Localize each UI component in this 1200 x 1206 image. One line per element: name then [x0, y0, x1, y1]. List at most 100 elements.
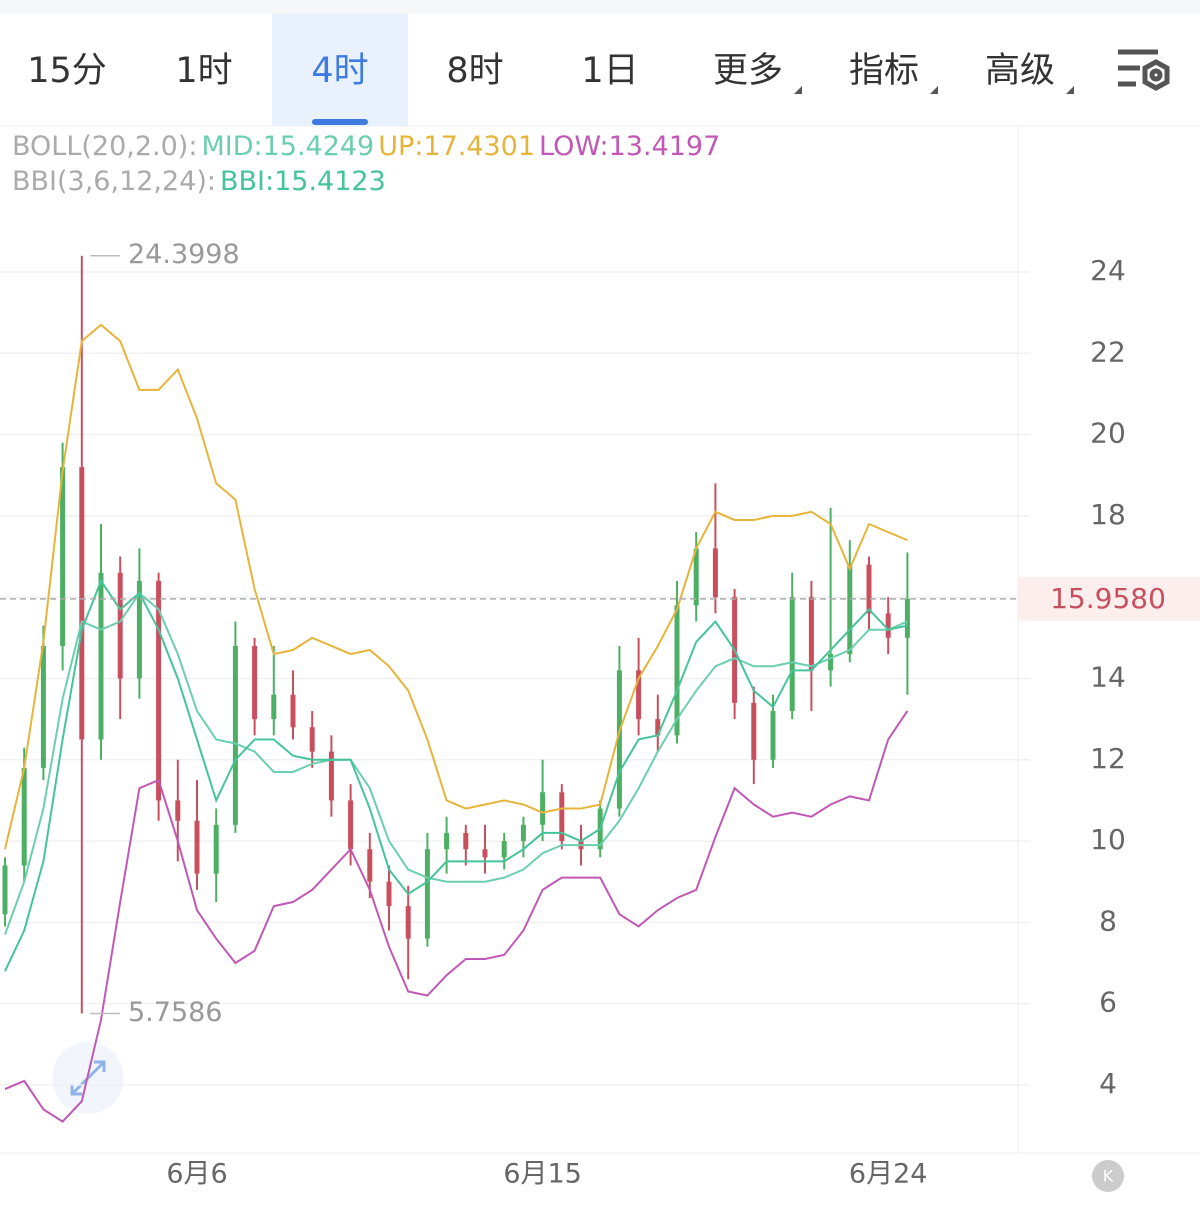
candle-body: [885, 613, 891, 638]
tab-label: 更多: [713, 51, 783, 91]
candle-body: [194, 820, 200, 874]
candle-body: [290, 694, 296, 728]
candle-body: [79, 467, 85, 740]
candle-body: [751, 702, 757, 760]
candle-body: [175, 800, 181, 821]
legend-item: UP:17.4301: [378, 131, 535, 162]
legend-item: LOW:13.4197: [539, 131, 720, 162]
indicator-line: [4, 323, 908, 850]
x-tick-label: 6月6: [166, 1159, 227, 1190]
x-tick-label: 6月24: [849, 1159, 928, 1190]
tab-label: 15分: [27, 51, 107, 91]
candle-body: [21, 767, 27, 866]
candle-body: [559, 792, 565, 842]
candle-body: [501, 841, 507, 858]
tab[interactable]: 指标: [849, 51, 938, 94]
candle-body: [60, 467, 66, 646]
candle-body: [386, 881, 392, 907]
candle-body: [520, 824, 526, 842]
dropdown-caret: [794, 86, 802, 94]
y-tick-label: 12: [1090, 742, 1126, 775]
y-tick-label: 24: [1090, 254, 1126, 287]
tab-label: 4时: [311, 51, 368, 91]
candle-body: [309, 727, 315, 752]
collapse-button[interactable]: K: [1092, 1160, 1124, 1192]
candle-body: [693, 548, 699, 606]
candle-body: [712, 548, 718, 598]
tab-bar: [0, 0, 1200, 126]
candle-body: [156, 580, 162, 801]
candle-body: [616, 670, 622, 809]
candle-body: [252, 645, 258, 720]
candle-body: [213, 824, 219, 874]
candle-body: [463, 832, 469, 850]
candle-body: [348, 800, 354, 850]
indicator-line: [4, 710, 909, 1123]
svg-text:K: K: [1103, 1167, 1114, 1186]
tab[interactable]: 15分: [27, 51, 107, 91]
tab-active-bg: [272, 14, 408, 126]
tab-label: 指标: [849, 51, 919, 91]
indicator-line: [4, 591, 908, 935]
tab[interactable]: 1时: [175, 51, 232, 91]
candle-body: [482, 849, 488, 858]
candle-body: [424, 849, 430, 939]
candle-body: [674, 605, 680, 736]
candle-body: [636, 670, 642, 720]
extreme-label: 5.7586: [128, 997, 222, 1028]
y-tick-label: 18: [1090, 498, 1126, 531]
candle-body: [444, 832, 450, 850]
indicator-legend: BBI(3,6,12,24): BBI:15.4123: [12, 166, 386, 197]
extreme-label: 24.3998: [128, 239, 240, 270]
candle-body: [789, 597, 795, 711]
candle-body: [117, 572, 123, 679]
candle-body: [232, 645, 238, 825]
current-price-label: 15.9580: [1050, 582, 1166, 615]
y-tick-label: 22: [1090, 335, 1126, 368]
candle-body: [847, 564, 853, 655]
candle-body: [808, 597, 814, 671]
dropdown-caret: [930, 86, 938, 94]
candle-body: [136, 580, 142, 679]
current-price-bg: [1018, 576, 1200, 621]
legend-item: BOLL(20,2.0):: [12, 131, 197, 162]
status-strip: [0, 0, 1200, 14]
y-tick-label: 8: [1099, 904, 1117, 937]
y-tick-label: 20: [1090, 417, 1126, 450]
y-tick-label: 4: [1099, 1067, 1117, 1100]
tab[interactable]: 更多: [713, 51, 802, 94]
candle-body: [655, 719, 661, 736]
tab[interactable]: 1日: [581, 51, 638, 91]
y-tick-label: 10: [1090, 823, 1126, 856]
settings-icon[interactable]: [1118, 49, 1170, 91]
y-tick-label: 6: [1099, 986, 1117, 1019]
candle-body: [367, 849, 373, 882]
candle-body: [866, 564, 872, 614]
candle-body: [828, 654, 834, 671]
candle-body: [98, 572, 104, 740]
tab[interactable]: 4时: [272, 14, 408, 126]
x-tick-label: 6月15: [503, 1159, 582, 1190]
legend-item: BBI(3,6,12,24):: [12, 166, 216, 197]
candle-body: [904, 598, 910, 638]
legend-item: MID:15.4249: [201, 131, 374, 162]
tab[interactable]: 高级: [985, 51, 1074, 94]
tab-label: 1日: [581, 51, 638, 91]
dropdown-caret: [1066, 86, 1074, 94]
tab-label: 1时: [175, 51, 232, 91]
candle-body: [40, 645, 46, 768]
indicator-legend: BOLL(20,2.0): MID:15.4249 UP:17.4301 LOW:13…: [12, 131, 720, 162]
tab-label: 8时: [446, 51, 503, 91]
indicator-line: [4, 578, 908, 972]
candle-body: [540, 792, 546, 825]
candle-body: [405, 906, 411, 939]
tab-label: 高级: [985, 51, 1055, 91]
legend-item: BBI:15.4123: [220, 166, 386, 197]
candle-body: [328, 751, 334, 801]
candle-body: [2, 865, 8, 915]
candle-body: [271, 694, 277, 720]
tab[interactable]: 8时: [446, 51, 503, 91]
candle-body: [770, 710, 776, 760]
